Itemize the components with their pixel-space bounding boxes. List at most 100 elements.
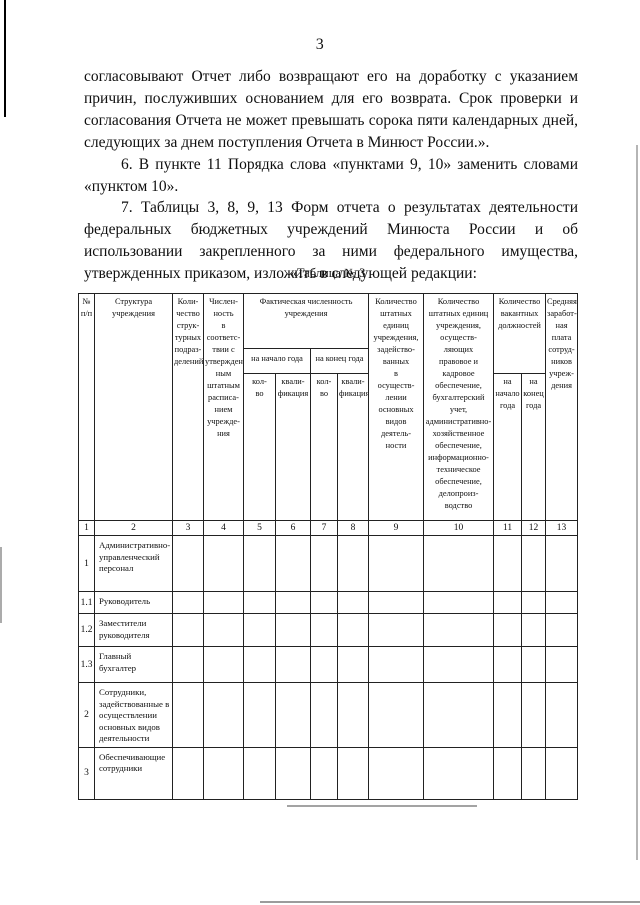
row-label: Главный бухгалтер xyxy=(94,646,173,683)
empty-cell xyxy=(203,535,244,592)
header-cell-vacant-start: на начало года xyxy=(493,373,523,521)
numbering-cell: 10 xyxy=(423,520,495,536)
empty-cell xyxy=(545,682,579,748)
empty-cell xyxy=(336,646,370,683)
row-number: 1.1 xyxy=(78,591,95,614)
header-cell-dept-count: Коли- чество струк- турных подраз- делен… xyxy=(172,293,204,521)
empty-cell xyxy=(545,535,579,592)
empty-cell xyxy=(423,646,495,683)
numbering-cell: 8 xyxy=(336,520,370,536)
empty-cell xyxy=(423,591,495,614)
header-cell-actual-group: Фактическая численность учреждения xyxy=(242,293,370,349)
numbering-cell: 12 xyxy=(521,520,547,536)
empty-cell xyxy=(336,535,370,592)
empty-cell xyxy=(545,591,579,614)
empty-cell xyxy=(336,613,370,647)
row-label: Сотрудники, задействованные в осуществле… xyxy=(94,682,173,748)
empty-cell xyxy=(493,591,523,614)
table-row: 1.1 Руководитель xyxy=(78,591,579,614)
empty-cell xyxy=(203,682,244,748)
empty-cell xyxy=(310,746,338,800)
empty-cell xyxy=(521,646,547,683)
empty-cell xyxy=(275,746,311,800)
empty-cell xyxy=(368,746,425,800)
empty-cell xyxy=(243,746,276,800)
header-cell-support-units: Количество штатных единиц учреждения, ос… xyxy=(423,293,495,521)
header-cell-qualification-start: квали- фикация xyxy=(275,373,311,521)
empty-cell xyxy=(203,613,244,647)
scan-artifact-right-grey-line xyxy=(636,145,638,860)
empty-cell xyxy=(521,535,547,592)
empty-cell xyxy=(336,591,370,614)
numbering-cell: 13 xyxy=(545,520,579,536)
row-label: Заместители руководителя xyxy=(94,613,173,647)
empty-cell xyxy=(368,613,425,647)
empty-cell xyxy=(423,682,495,748)
row-number: 3 xyxy=(78,746,95,800)
empty-cell xyxy=(545,746,579,800)
empty-cell xyxy=(336,682,370,748)
header-cell-year-start: на начало года xyxy=(243,348,311,374)
row-number: 1 xyxy=(78,535,95,592)
paragraph-item-7: 7. Таблицы 3, 8, 9, 13 Форм отчета о рез… xyxy=(84,199,578,283)
empty-cell xyxy=(368,646,425,683)
empty-cell xyxy=(243,613,276,647)
empty-cell xyxy=(203,591,244,614)
empty-cell xyxy=(243,535,276,592)
header-cell-num: № п/п xyxy=(78,293,95,521)
empty-cell xyxy=(275,613,311,647)
empty-cell xyxy=(423,613,495,647)
header-cell-year-end: на конец года xyxy=(309,348,370,374)
empty-cell xyxy=(275,682,311,748)
row-number: 2 xyxy=(78,682,95,748)
empty-cell xyxy=(493,682,523,748)
header-cell-avg-salary: Средняя заработ- ная плата сотруд- ников… xyxy=(545,293,579,521)
empty-cell xyxy=(521,746,547,800)
numbering-cell: 9 xyxy=(368,520,425,536)
header-cell-qty-end: кол- во xyxy=(310,373,338,521)
empty-cell xyxy=(203,746,244,800)
empty-cell xyxy=(275,535,311,592)
empty-cell xyxy=(493,746,523,800)
empty-cell xyxy=(521,613,547,647)
empty-cell xyxy=(423,746,495,800)
header-cell-vacant-end: на конец года xyxy=(521,373,547,521)
empty-cell xyxy=(172,591,204,614)
numbering-cell: 1 xyxy=(78,520,95,536)
empty-cell xyxy=(243,682,276,748)
empty-cell xyxy=(203,646,244,683)
header-cell-staff-approved: Числен- ность в соответс- твии с утвержд… xyxy=(203,293,244,521)
numbering-cell: 3 xyxy=(172,520,204,536)
empty-cell xyxy=(545,646,579,683)
empty-cell xyxy=(310,646,338,683)
numbering-cell: 2 xyxy=(94,520,173,536)
row-label: Руководитель xyxy=(94,591,173,614)
empty-cell xyxy=(172,535,204,592)
empty-cell xyxy=(243,591,276,614)
empty-cell xyxy=(423,535,495,592)
numbering-cell: 7 xyxy=(310,520,338,536)
empty-cell xyxy=(172,746,204,800)
table-row: 1 Административно- управленческий персон… xyxy=(78,535,579,592)
empty-cell xyxy=(172,613,204,647)
scan-artifact-left-black-line xyxy=(4,0,6,117)
paragraph-continuation: согласовывают Отчет либо возвращают его … xyxy=(84,68,578,151)
page-number: 3 xyxy=(315,36,325,53)
empty-cell xyxy=(336,746,370,800)
row-number: 1.3 xyxy=(78,646,95,683)
numbering-cell: 11 xyxy=(493,520,523,536)
empty-cell xyxy=(243,646,276,683)
table-row: 1.3 Главный бухгалтер xyxy=(78,646,579,683)
scan-artifact-bottom-grey-line xyxy=(260,901,640,903)
empty-cell xyxy=(493,613,523,647)
empty-cell xyxy=(310,535,338,592)
header-cell-core-units: Количество штатных единиц учреждения, за… xyxy=(368,293,425,521)
numbering-cell: 6 xyxy=(275,520,311,536)
empty-cell xyxy=(310,591,338,614)
header-cell-qualification-end: квали- фикация xyxy=(336,373,370,521)
row-label: Административно- управленческий персонал xyxy=(94,535,173,592)
scan-artifact-left-grey-line xyxy=(0,547,2,623)
empty-cell xyxy=(275,646,311,683)
numbering-cell: 5 xyxy=(243,520,276,536)
